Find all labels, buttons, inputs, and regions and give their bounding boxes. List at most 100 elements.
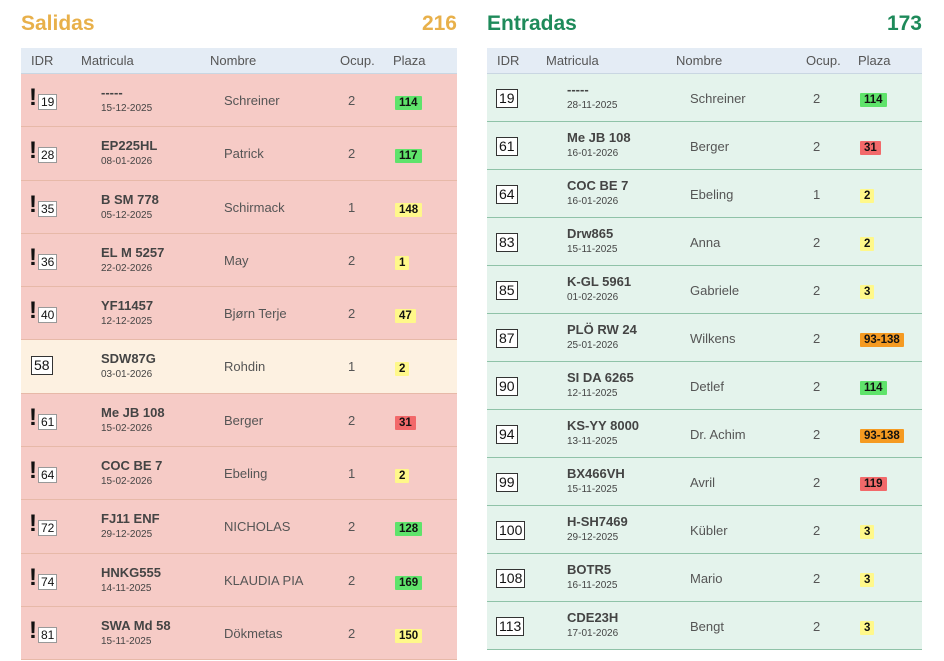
table-row[interactable]: ! 36 EL M 5257 22-02-2026 May 2 1 bbox=[21, 233, 457, 288]
matricula-cell: BX466VH 15-11-2025 bbox=[567, 466, 625, 495]
idr-cell: 58 bbox=[31, 356, 53, 376]
header-nombre[interactable]: Nombre bbox=[676, 53, 723, 68]
table-row[interactable]: ! 72 FJ11 ENF 29-12-2025 NICHOLAS 2 128 bbox=[21, 500, 457, 554]
idr-cell: ! 28 bbox=[29, 139, 58, 164]
date-text: 28-11-2025 bbox=[567, 99, 618, 111]
table-row[interactable]: 61 Me JB 108 16-01-2026 Berger 2 31 bbox=[487, 122, 922, 170]
matricula-cell: HNKG555 14-11-2025 bbox=[101, 565, 161, 594]
plaza-badge[interactable]: 114 bbox=[860, 381, 887, 395]
header-matricula[interactable]: Matricula bbox=[546, 53, 599, 68]
plaza-badge[interactable]: 2 bbox=[860, 237, 875, 251]
plate-text: EP225HL bbox=[101, 138, 158, 154]
occupancy: 2 bbox=[813, 283, 821, 298]
alert-icon: ! bbox=[29, 243, 37, 271]
plaza-badge[interactable]: 1 bbox=[395, 255, 410, 270]
table-row[interactable]: ! 81 SWA Md 58 15-11-2025 Dökmetas 2 150 bbox=[21, 606, 457, 661]
plaza-badge[interactable]: 31 bbox=[395, 415, 416, 430]
table-row[interactable]: ! 35 B SM 778 05-12-2025 Schirmack 1 148 bbox=[21, 180, 457, 234]
table-row[interactable]: ! 74 HNKG555 14-11-2025 KLAUDIA PIA 2 169 bbox=[21, 553, 457, 607]
table-row[interactable]: 99 BX466VH 15-11-2025 Avril 2 119 bbox=[487, 458, 922, 506]
plaza-badge[interactable]: 128 bbox=[395, 522, 423, 537]
plaza-badge[interactable]: 114 bbox=[860, 93, 887, 107]
idr-cell: ! 40 bbox=[29, 297, 58, 325]
guest-name: Kübler bbox=[690, 523, 728, 538]
matricula-cell: EL M 5257 22-02-2026 bbox=[101, 245, 164, 274]
idr-cell: 64 bbox=[496, 185, 518, 204]
table-row[interactable]: 90 SI DA 6265 12-11-2025 Detlef 2 114 bbox=[487, 362, 922, 410]
header-ocup[interactable]: Ocup. bbox=[806, 53, 841, 68]
matricula-cell: CDE23H 17-01-2026 bbox=[567, 610, 618, 639]
entradas-title: Entradas bbox=[487, 12, 577, 35]
header-matricula[interactable]: Matricula bbox=[81, 53, 134, 68]
table-row[interactable]: 100 H-SH7469 29-12-2025 Kübler 2 3 bbox=[487, 506, 922, 554]
idr-number: 87 bbox=[496, 329, 518, 348]
table-row[interactable]: 83 Drw865 15-11-2025 Anna 2 2 bbox=[487, 218, 922, 266]
date-text: 14-11-2025 bbox=[101, 582, 152, 594]
header-plaza[interactable]: Plaza bbox=[858, 53, 891, 68]
idr-cell: 90 bbox=[496, 377, 518, 396]
table-row[interactable]: 85 K-GL 5961 01-02-2026 Gabriele 2 3 bbox=[487, 266, 922, 314]
table-row[interactable]: 87 PLÖ RW 24 25-01-2026 Wilkens 2 93-138 bbox=[487, 314, 922, 362]
idr-cell: 113 bbox=[496, 617, 525, 636]
date-text: 13-11-2025 bbox=[567, 435, 618, 447]
alert-icon: ! bbox=[29, 297, 37, 325]
table-row[interactable]: ! 61 Me JB 108 15-02-2026 Berger 2 31 bbox=[21, 393, 457, 448]
header-plaza[interactable]: Plaza bbox=[393, 53, 426, 68]
table-row[interactable]: 19 ----- 28-11-2025 Schreiner 2 114 bbox=[487, 74, 922, 122]
guest-name: Berger bbox=[224, 412, 264, 428]
plaza-badge[interactable]: 119 bbox=[860, 477, 887, 491]
plate-text: SDW87G bbox=[101, 351, 156, 367]
plaza-badge[interactable]: 3 bbox=[860, 621, 875, 635]
idr-cell: 85 bbox=[496, 281, 518, 300]
matricula-cell: SWA Md 58 15-11-2025 bbox=[101, 618, 171, 647]
date-text: 12-11-2025 bbox=[567, 387, 618, 399]
table-row[interactable]: 113 CDE23H 17-01-2026 Bengt 2 3 bbox=[487, 602, 922, 650]
plaza-badge[interactable]: 117 bbox=[395, 149, 422, 164]
header-idr[interactable]: IDR bbox=[497, 53, 520, 68]
plaza-badge[interactable]: 148 bbox=[395, 202, 423, 217]
table-row[interactable]: 64 COC BE 7 16-01-2026 Ebeling 1 2 bbox=[487, 170, 922, 218]
table-row[interactable]: ! 19 ----- 15-12-2025 Schreiner 2 114 bbox=[21, 74, 457, 128]
header-idr[interactable]: IDR bbox=[31, 53, 54, 68]
guest-name: Schreiner bbox=[690, 91, 746, 106]
plaza-cell: 3 bbox=[860, 522, 875, 540]
occupancy: 1 bbox=[813, 187, 821, 202]
plaza-badge[interactable]: 3 bbox=[860, 525, 875, 539]
plaza-badge[interactable]: 47 bbox=[395, 309, 416, 324]
plaza-badge[interactable]: 169 bbox=[395, 575, 423, 590]
idr-cell: 19 bbox=[496, 89, 518, 108]
occupancy: 2 bbox=[348, 625, 356, 641]
matricula-cell: BOTR5 16-11-2025 bbox=[567, 562, 617, 591]
plaza-badge[interactable]: 31 bbox=[860, 141, 881, 155]
plaza-badge[interactable]: 2 bbox=[860, 189, 875, 203]
header-ocup[interactable]: Ocup. bbox=[340, 53, 375, 68]
guest-name: Patrick bbox=[224, 146, 264, 162]
table-row[interactable]: ! 64 COC BE 7 15-02-2026 Ebeling 1 2 bbox=[21, 447, 457, 501]
plaza-badge[interactable]: 150 bbox=[395, 628, 423, 643]
table-row[interactable]: 94 KS-YY 8000 13-11-2025 Dr. Achim 2 93-138 bbox=[487, 410, 922, 458]
plaza-cell: 114 bbox=[860, 90, 887, 108]
plaza-badge[interactable]: 93-138 bbox=[860, 333, 904, 347]
matricula-cell: FJ11 ENF 29-12-2025 bbox=[101, 511, 160, 540]
occupancy: 2 bbox=[813, 331, 821, 346]
matricula-cell: COC BE 7 16-01-2026 bbox=[567, 178, 628, 207]
alert-icon: ! bbox=[29, 563, 37, 591]
guest-name: Berger bbox=[690, 139, 730, 154]
header-nombre[interactable]: Nombre bbox=[210, 53, 257, 68]
idr-cell: ! 72 bbox=[29, 512, 58, 537]
plaza-badge[interactable]: 3 bbox=[860, 285, 875, 299]
idr-number: 74 bbox=[38, 573, 58, 590]
table-row[interactable]: 108 BOTR5 16-11-2025 Mario 2 3 bbox=[487, 554, 922, 602]
date-text: 15-11-2025 bbox=[567, 243, 618, 255]
plaza-badge[interactable]: 93-138 bbox=[860, 429, 904, 443]
table-row[interactable]: ! 28 EP225HL 08-01-2026 Patrick 2 117 bbox=[21, 127, 457, 181]
table-row[interactable]: ! 40 YF11457 12-12-2025 Bjørn Terje 2 47 bbox=[21, 287, 457, 341]
plaza-badge[interactable]: 114 bbox=[395, 96, 422, 110]
plaza-badge[interactable]: 2 bbox=[395, 469, 410, 484]
idr-number: 35 bbox=[38, 200, 58, 217]
plaza-cell: 47 bbox=[395, 306, 416, 324]
plaza-badge[interactable]: 3 bbox=[860, 573, 875, 587]
plaza-cell: 3 bbox=[860, 618, 875, 636]
plaza-badge[interactable]: 2 bbox=[395, 362, 410, 377]
table-row[interactable]: 58 SDW87G 03-01-2026 Rohdin 1 2 bbox=[21, 340, 457, 394]
